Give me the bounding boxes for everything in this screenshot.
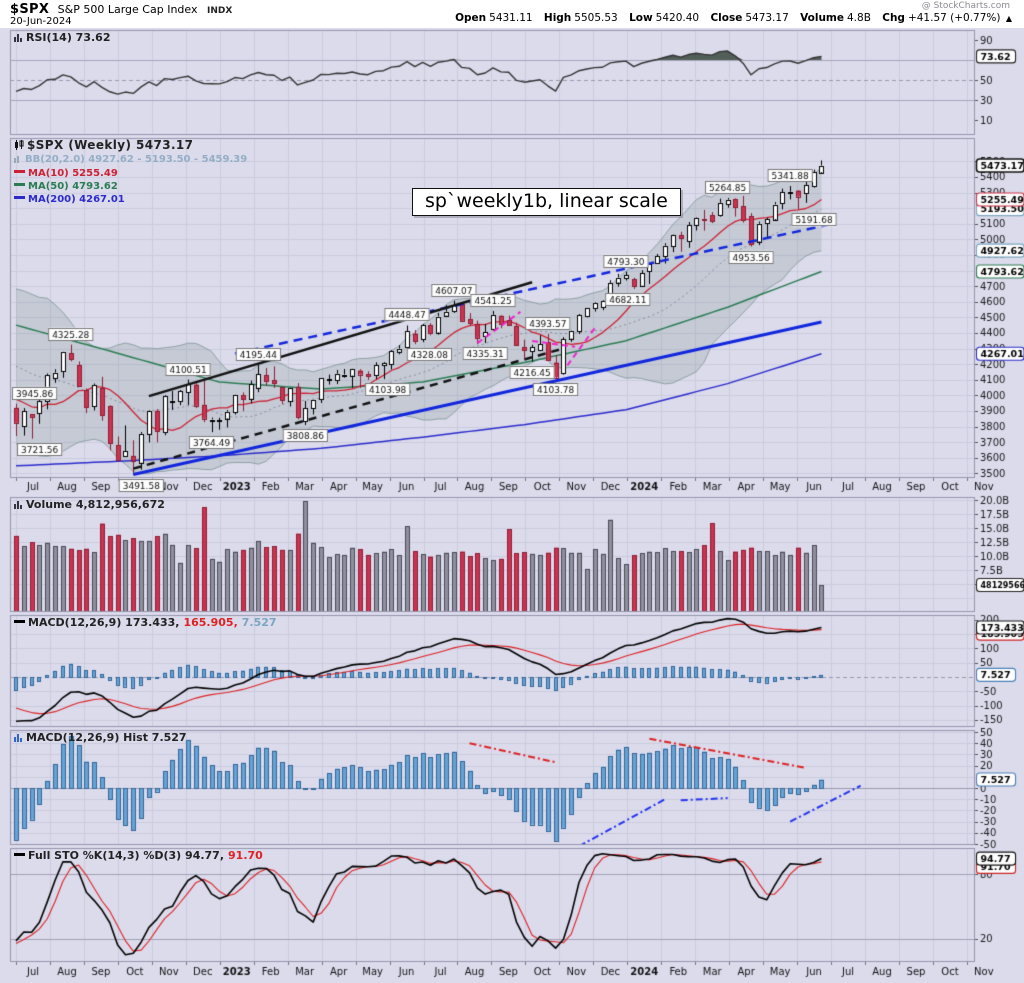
exchange-tag: INDX — [206, 6, 233, 16]
index-name: S&P 500 Large Cap Index — [57, 3, 198, 16]
macd-legend: MACD(12,26,9) 173.433, 165.905, 7.527 — [14, 616, 277, 629]
chg-label: Chg — [882, 12, 905, 24]
macd-hist-value: 7.527 — [241, 616, 277, 629]
price-legend-symbol: $SPX (Weekly) 5473.17 — [27, 138, 194, 152]
low-label: Low — [629, 12, 653, 24]
quote-bar: Open 5431.11 High 5505.53 Low 5420.40 Close… — [447, 12, 1012, 24]
ma200-legend-text: MA(200) 4267.01 — [28, 194, 125, 205]
volume-bars-icon — [14, 499, 23, 512]
ma50-legend-text: MA(50) 4793.62 — [28, 181, 118, 192]
bb-bars-icon — [14, 154, 22, 167]
volume-value: 4.8B — [847, 12, 871, 24]
price-legend: $SPX (Weekly) 5473.17 BB(20,2.0) 4927.62… — [14, 139, 247, 206]
bb-legend-text: BB(20,2.0) 4927.62 - 5193.50 - 5459.39 — [25, 154, 248, 165]
low-value: 5420.40 — [655, 12, 700, 24]
sto-legend: Full STO %K(14,3) %D(3) 94.77, 91.70 — [14, 849, 263, 862]
chart-annotation-box: sp`weekly1b, linear scale — [412, 188, 681, 216]
chart-date: 20-Jun-2024 — [10, 16, 72, 27]
ma50-line-icon — [14, 183, 25, 186]
rsi-legend-text: RSI(14) 73.62 — [26, 31, 111, 44]
rsi-legend: RSI(14) 73.62 — [14, 31, 110, 45]
indicator-bars-icon — [14, 32, 23, 45]
sto-legend-text: Full STO %K(14,3) %D(3) 94.77, — [28, 849, 225, 862]
macd-hist-legend: MACD(12,26,9) Hist 7.527 — [14, 731, 187, 745]
ma10-legend-text: MA(10) 5255.49 — [28, 168, 118, 179]
open-label: Open — [455, 12, 487, 24]
hist-legend-text: MACD(12,26,9) Hist 7.527 — [26, 731, 187, 744]
close-label: Close — [710, 12, 743, 24]
ma200-legend: MA(200) 4267.01 — [14, 193, 247, 206]
candlestick-icon — [14, 140, 24, 153]
macd-legend-text: MACD(12,26,9) 173.433, — [28, 616, 180, 629]
macd-signal-value: 165.905, — [183, 616, 238, 629]
sto-line-icon — [14, 853, 25, 856]
high-value: 5505.53 — [574, 12, 618, 24]
hist-bars-icon — [14, 732, 23, 745]
sto-d-value: 91.70 — [228, 849, 263, 862]
title-bar: $SPX S&P 500 Large Cap Index INDX — [10, 2, 232, 17]
high-label: High — [543, 12, 572, 24]
chg-value: +41.57 (+0.77%) — [907, 12, 1001, 24]
volume-legend: Volume 4,812,956,672 — [14, 498, 165, 512]
stockcharts-watermark-link[interactable]: @ StockCharts.com — [921, 1, 1010, 11]
ma10-line-icon — [14, 170, 25, 173]
ma200-line-icon — [14, 196, 25, 199]
bb-legend: BB(20,2.0) 4927.62 - 5193.50 - 5459.39 — [14, 153, 247, 167]
volume-legend-text: Volume 4,812,956,672 — [26, 498, 165, 511]
open-value: 5431.11 — [489, 12, 533, 24]
macd-line-icon — [14, 620, 25, 623]
ma50-legend: MA(50) 4793.62 — [14, 180, 247, 193]
volume-label: Volume — [800, 12, 844, 24]
close-value: 5473.17 — [745, 12, 789, 24]
change-up-arrow-icon: ▲ — [1005, 14, 1012, 23]
ma10-legend: MA(10) 5255.49 — [14, 167, 247, 180]
symbol: $SPX — [10, 2, 50, 17]
